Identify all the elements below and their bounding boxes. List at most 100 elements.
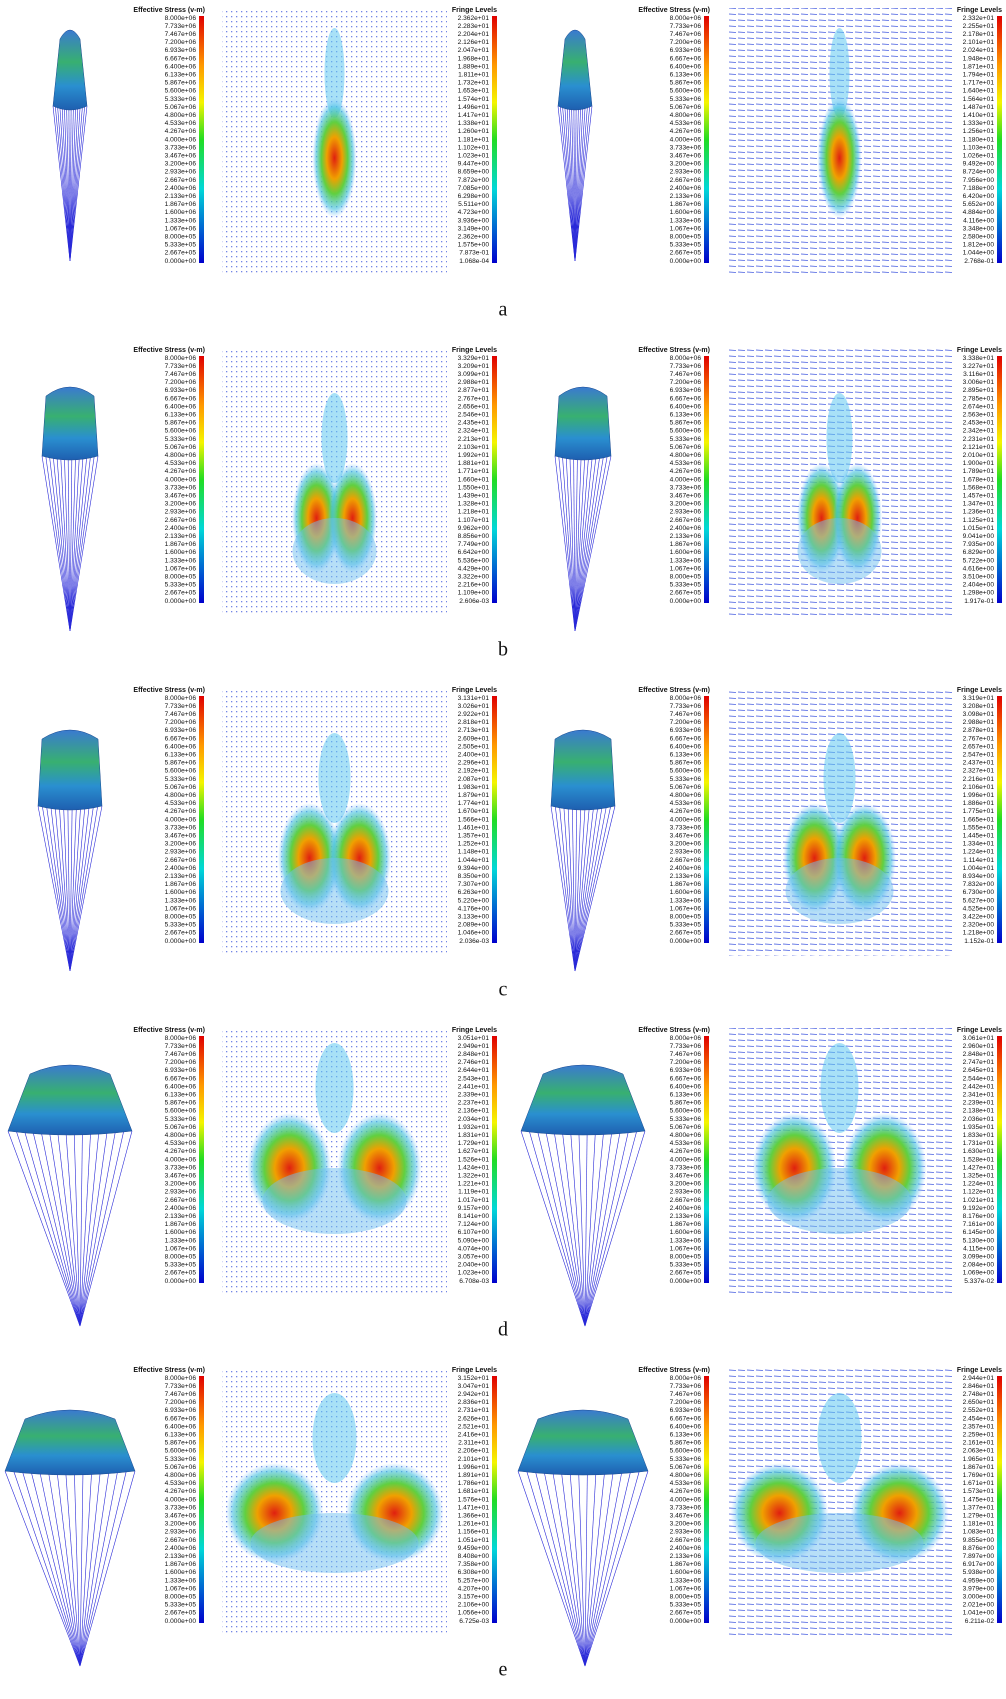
fringe-legend-title: Fringe Levels (452, 1367, 497, 1374)
fringe-level: 2.441e+01 (458, 1083, 490, 1090)
fringe-level: 4.525e+00 (963, 905, 995, 912)
suspension-line (579, 1131, 585, 1326)
canopy (42, 387, 98, 460)
stress-level: 5.333e+06 (670, 1456, 702, 1463)
fringe-level: 4.074e+00 (458, 1245, 490, 1252)
stress-level: 6.400e+06 (165, 63, 197, 70)
stress-colorbar (704, 16, 709, 263)
fringe-level: 1.640e+01 (963, 88, 995, 95)
stress-level: 8.000e+05 (670, 913, 702, 920)
fringe-level: 1.996e+01 (963, 792, 995, 799)
fringe-level: 1.152e-01 (964, 938, 994, 945)
stress-level: 4.533e+06 (670, 1140, 702, 1147)
canopy (53, 30, 87, 110)
stress-level: 0.000e+00 (670, 258, 702, 265)
suspension-line (585, 1471, 639, 1666)
fringe-level: 1.325e+01 (963, 1172, 995, 1179)
suspension-line (575, 806, 602, 971)
stress-level: 5.333e+06 (165, 96, 197, 103)
fringe-level: 2.942e+01 (458, 1391, 490, 1398)
suspension-line (553, 1471, 585, 1666)
stress-level: 1.067e+06 (670, 565, 702, 572)
fringe-level: 9.962e+00 (458, 525, 490, 532)
fringe-level: 2.047e+01 (458, 47, 490, 54)
suspension-line (585, 1131, 628, 1326)
suspension-line (49, 1131, 80, 1326)
suspension-line (55, 806, 70, 971)
wake-core (263, 1168, 407, 1234)
fringe-level: 1.114e+01 (963, 857, 994, 864)
stress-level: 8.000e+06 (165, 1375, 197, 1382)
stress-level: 3.200e+06 (670, 841, 702, 848)
stress-level: 5.333e+06 (165, 436, 197, 443)
fringe-level: 1.046e+00 (458, 930, 490, 937)
fringe-level: 7.161e+00 (963, 1221, 995, 1228)
fringe-level: 7.873e-01 (459, 250, 489, 257)
stress-level: 5.600e+06 (670, 768, 702, 775)
stress-level: 5.333e+05 (670, 242, 702, 249)
fringe-level: 1.218e+00 (963, 930, 995, 937)
stress-legend-title: Effective Stress (v-m) (133, 687, 205, 694)
fringe-level: 1.103e+01 (963, 144, 995, 151)
fringe-level: 4.116e+00 (963, 217, 994, 224)
fringe-level: 2.121e+01 (963, 444, 995, 451)
fringe-level: 7.188e+00 (963, 185, 995, 192)
fringe-level: 8.724e+00 (963, 169, 995, 176)
stress-level: 2.133e+06 (670, 533, 702, 540)
stress-legend-title: Effective Stress (v-m) (638, 7, 710, 14)
wake-jet (313, 1393, 357, 1483)
fringe-level: 8.876e+00 (963, 1545, 995, 1552)
stress-level: 3.467e+06 (670, 152, 702, 159)
stress-level: 4.267e+06 (165, 468, 197, 475)
stress-level: 5.333e+05 (165, 1602, 197, 1609)
fringe-level: 2.580e+00 (963, 233, 995, 240)
fringe-level: 1.670e+01 (458, 808, 490, 815)
fringe-level: 2.101e+01 (458, 1456, 490, 1463)
fringe-level: 2.106e+01 (963, 784, 995, 791)
stress-level: 0.000e+00 (165, 598, 197, 605)
fringe-level: 2.311e+01 (458, 1440, 489, 1447)
suspension-line (70, 806, 93, 971)
stress-level: 3.467e+06 (670, 832, 702, 839)
fringe-level: 3.209e+01 (458, 363, 490, 370)
stress-level: 6.133e+06 (165, 71, 197, 78)
fringe-level: 3.061e+01 (963, 1035, 995, 1042)
fringe-level: 8.934e+00 (963, 873, 995, 880)
stress-level: 5.600e+06 (165, 1448, 197, 1455)
stress-level: 6.933e+06 (165, 1067, 197, 1074)
fringe-level: 2.283e+01 (458, 23, 490, 30)
stress-level: 4.533e+06 (670, 1480, 702, 1487)
fringe-level: 2.563e+01 (963, 411, 995, 418)
stress-level: 5.333e+05 (165, 582, 197, 589)
stress-level: 1.333e+06 (165, 897, 197, 904)
fringe-level: 5.627e+00 (963, 897, 995, 904)
fringe-level: 1.252e+01 (458, 841, 490, 848)
stress-level: 2.667e+05 (165, 1270, 197, 1277)
stress-level: 6.400e+06 (670, 403, 702, 410)
fringe-level: 1.775e+01 (963, 808, 995, 815)
stress-level: 6.400e+06 (670, 1083, 702, 1090)
fringe-level: 6.917e+00 (963, 1561, 995, 1568)
stress-level: 7.467e+06 (670, 31, 702, 38)
fringe-level: 1.377e+01 (963, 1504, 995, 1511)
stress-level: 6.400e+06 (670, 1423, 702, 1430)
stress-level: 5.333e+06 (670, 776, 702, 783)
stress-level: 5.333e+06 (165, 1456, 197, 1463)
fringe-level: 1.017e+01 (458, 1197, 490, 1204)
fringe-level: 2.101e+01 (963, 39, 995, 46)
stress-level: 2.667e+05 (165, 590, 197, 597)
fringe-level: 1.068e-04 (459, 258, 489, 265)
stress-level: 5.600e+06 (165, 428, 197, 435)
stress-level: 7.200e+06 (670, 39, 702, 46)
stress-level: 2.667e+06 (670, 1197, 702, 1204)
fringe-level: 3.149e+00 (458, 225, 490, 232)
fringe-level: 6.730e+00 (963, 889, 995, 896)
fringe-level: 4.616e+00 (963, 565, 995, 572)
stress-level: 0.000e+00 (670, 1618, 702, 1625)
stress-level: 2.400e+06 (165, 1205, 197, 1212)
stress-level: 6.933e+06 (670, 1067, 702, 1074)
fringe-level: 2.960e+01 (963, 1043, 995, 1050)
stress-level: 3.200e+06 (165, 1521, 197, 1528)
fringe-level: 1.056e+00 (458, 1610, 490, 1617)
stress-level: 1.333e+06 (670, 217, 702, 224)
